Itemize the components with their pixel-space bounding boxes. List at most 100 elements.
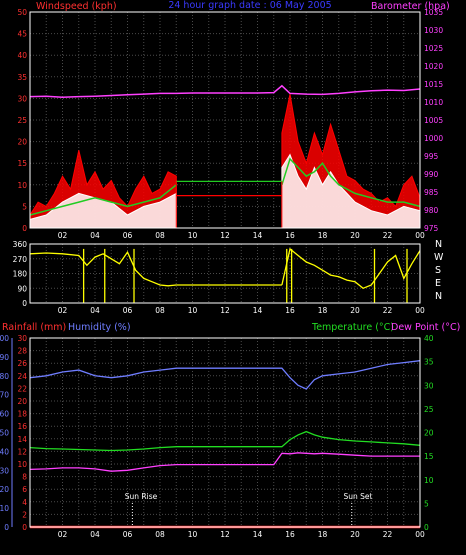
humidity-tick-label: 40 bbox=[0, 447, 9, 456]
barometer-tick-label: 1000 bbox=[424, 134, 443, 143]
x-tick-label: 10 bbox=[188, 530, 198, 539]
temperature-line bbox=[29, 430, 421, 452]
humidity-tick-label: 60 bbox=[0, 410, 9, 419]
rainfall-tick-label: 10 bbox=[17, 460, 27, 469]
windspeed-tick-label: 35 bbox=[17, 73, 27, 82]
humidity-axis-title: Humidity (%) bbox=[68, 322, 131, 333]
x-tick-label: 16 bbox=[285, 306, 295, 315]
temperature-tick-label: 10 bbox=[424, 476, 434, 485]
x-tick-label: 16 bbox=[285, 231, 295, 240]
x-tick-label: 02 bbox=[58, 306, 68, 315]
x-tick-label: 08 bbox=[155, 306, 165, 315]
direction-label-e: E bbox=[435, 278, 441, 289]
x-tick-label: 22 bbox=[383, 530, 393, 539]
x-tick-label: 10 bbox=[188, 231, 198, 240]
x-tick-label: 04 bbox=[90, 530, 100, 539]
barometer-tick-label: 985 bbox=[424, 188, 439, 197]
barometer-tick-label: 990 bbox=[424, 170, 439, 179]
barometer-tick-label: 975 bbox=[424, 224, 439, 233]
dewpoint-line bbox=[29, 452, 420, 472]
temperature-tick-label: 40 bbox=[424, 334, 434, 343]
panel-frame bbox=[29, 337, 421, 528]
rainfall-axis-title: Rainfall (mm) bbox=[2, 322, 66, 333]
x-tick-label: 08 bbox=[155, 231, 165, 240]
temperature-tick-label: 35 bbox=[424, 358, 434, 367]
rainfall-tick-label: 18 bbox=[17, 410, 27, 419]
temperature-tick-label: 30 bbox=[424, 381, 434, 390]
direction-tick-label: 0 bbox=[22, 299, 27, 308]
x-tick-label: 14 bbox=[253, 530, 263, 539]
windspeed-axis-title: Windspeed (kph) bbox=[36, 1, 117, 12]
x-tick-label: 00 bbox=[415, 231, 425, 240]
x-tick-label: 20 bbox=[350, 530, 360, 539]
barometer-tick-label: 1010 bbox=[424, 98, 443, 107]
barometer-tick-label: 1025 bbox=[424, 44, 443, 53]
humidity-tick-label: 10 bbox=[0, 504, 9, 513]
rainfall-tick-label: 20 bbox=[17, 397, 27, 406]
x-tick-label: 16 bbox=[285, 530, 295, 539]
temperature-tick-label: 0 bbox=[424, 523, 429, 532]
temperature-tick-label: 5 bbox=[424, 499, 429, 508]
chart-title: 24 hour graph date : 06 May 2005 bbox=[168, 0, 331, 11]
windspeed-tick-label: 10 bbox=[17, 181, 27, 190]
rainfall-tick-label: 28 bbox=[17, 347, 27, 356]
sunset-label: Sun Set bbox=[344, 492, 373, 501]
barometer-tick-label: 1020 bbox=[424, 62, 443, 71]
barometer-tick-label: 980 bbox=[424, 206, 439, 215]
x-tick-label: 12 bbox=[220, 530, 230, 539]
x-tick-label: 20 bbox=[350, 231, 360, 240]
average-wind-line bbox=[29, 184, 177, 216]
x-tick-label: 22 bbox=[383, 231, 393, 240]
humidity-tick-label: 90 bbox=[0, 353, 9, 362]
rainfall-tick-label: 0 bbox=[22, 523, 27, 532]
humidity-tick-label: 20 bbox=[0, 485, 9, 494]
humidity-tick-label: 80 bbox=[0, 372, 9, 381]
temperature-tick-label: 25 bbox=[424, 405, 434, 414]
barometer-tick-label: 1030 bbox=[424, 26, 443, 35]
humidity-tick-label: 100 bbox=[0, 334, 9, 343]
x-tick-label: 06 bbox=[123, 530, 133, 539]
windspeed-tick-label: 40 bbox=[17, 51, 27, 60]
x-tick-label: 00 bbox=[415, 306, 425, 315]
x-tick-label: 20 bbox=[350, 306, 360, 315]
direction-tick-label: 270 bbox=[13, 255, 28, 264]
direction-label-n-top: N bbox=[435, 239, 442, 250]
barometer-line bbox=[29, 84, 421, 99]
panel-frame bbox=[29, 11, 421, 229]
x-tick-label: 02 bbox=[58, 231, 68, 240]
windspeed-tick-label: 25 bbox=[17, 116, 27, 125]
x-tick-label: 10 bbox=[188, 306, 198, 315]
windspeed-tick-label: 0 bbox=[22, 224, 27, 233]
panel-frame bbox=[29, 243, 421, 304]
rainfall-tick-label: 24 bbox=[17, 372, 27, 381]
x-tick-label: 04 bbox=[90, 306, 100, 315]
temperature-tick-label: 15 bbox=[424, 452, 434, 461]
average-wind-line bbox=[281, 157, 421, 208]
rainfall-tick-label: 12 bbox=[17, 447, 27, 456]
barometer-axis-title: Barometer (hpa) bbox=[371, 1, 450, 12]
x-tick-label: 02 bbox=[58, 530, 68, 539]
x-tick-label: 18 bbox=[318, 306, 328, 315]
x-tick-label: 14 bbox=[253, 306, 263, 315]
direction-label-s: S bbox=[435, 265, 441, 276]
rainfall-tick-label: 14 bbox=[17, 435, 27, 444]
rainfall-tick-label: 8 bbox=[22, 473, 27, 482]
x-tick-label: 06 bbox=[123, 306, 133, 315]
x-tick-label: 12 bbox=[220, 306, 230, 315]
temperature-tick-label: 20 bbox=[424, 429, 434, 438]
direction-tick-label: 180 bbox=[13, 270, 28, 279]
wind-direction-line bbox=[29, 250, 177, 287]
direction-label-n-bottom: N bbox=[435, 291, 442, 302]
x-tick-label: 22 bbox=[383, 306, 393, 315]
x-tick-label: 12 bbox=[220, 231, 230, 240]
direction-tick-label: 90 bbox=[17, 284, 27, 293]
rainfall-tick-label: 4 bbox=[22, 498, 27, 507]
windspeed-tick-label: 30 bbox=[17, 94, 27, 103]
wind-direction-line bbox=[281, 247, 421, 290]
windspeed-tick-label: 50 bbox=[17, 8, 27, 17]
dewpoint-axis-title: Dew Point (°C) bbox=[391, 322, 460, 333]
rainfall-tick-label: 6 bbox=[22, 485, 27, 494]
rainfall-tick-label: 2 bbox=[22, 510, 27, 519]
humidity-tick-label: 70 bbox=[0, 391, 9, 400]
